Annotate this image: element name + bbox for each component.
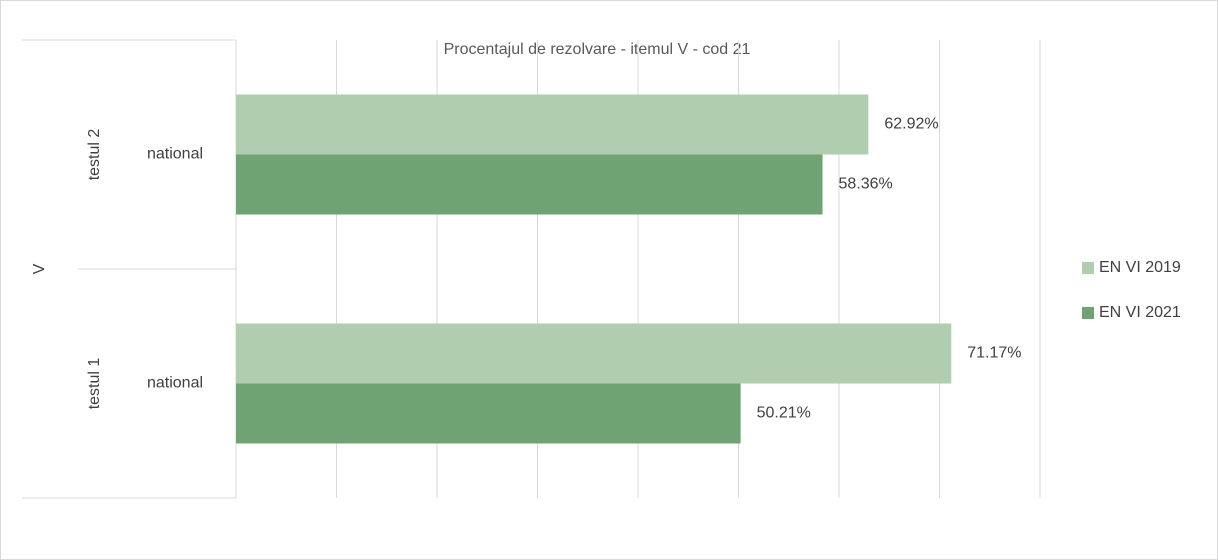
data-label: 58.36% (839, 176, 893, 193)
bar (236, 94, 869, 155)
category-label: national (147, 146, 203, 163)
bar (236, 154, 823, 215)
outer-group-label: V (31, 263, 48, 274)
bar (236, 383, 741, 444)
data-label: 50.21% (757, 405, 811, 422)
group-label: testul 1 (86, 358, 103, 410)
chart-title: Procentajul de rezolvare - itemul V - co… (444, 41, 751, 58)
category-label: national (147, 375, 203, 392)
legend-swatch (1082, 262, 1094, 274)
bar (236, 323, 952, 384)
legend-swatch (1082, 307, 1094, 319)
legend-label: EN VI 2019 (1099, 259, 1181, 276)
legend-label: EN VI 2021 (1099, 304, 1181, 321)
group-label: testul 2 (86, 129, 103, 181)
data-label: 62.92% (884, 116, 938, 133)
data-label: 71.17% (967, 345, 1021, 362)
